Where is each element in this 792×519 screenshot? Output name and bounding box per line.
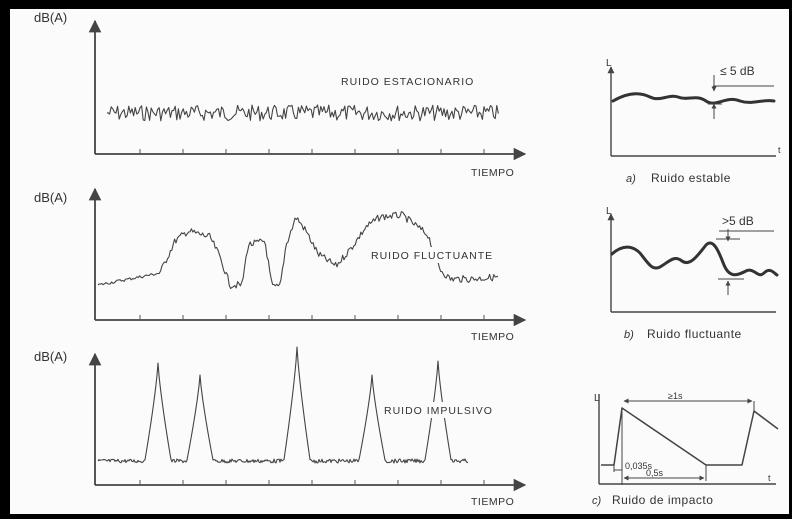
fluctuating-x-axis-label: TIEMPO [471,331,514,343]
fluct-noise-curve [610,241,779,277]
impact-duration-label: ≥1s [668,391,683,401]
impulsive-x-axis-label: TIEMPO [471,496,514,508]
impact-x-axis-label: t [768,473,771,483]
impact-noise-diagram: L t ≥1s 0,035s 0,5s c) Ruido de impacto [592,391,779,507]
noise-types-figure: dB(A) TIEMPO RUIDO ESTACIONARIO dB(A) TI… [34,10,781,508]
fluctuating-noise-signal [97,211,499,290]
steady-noise-curve [611,92,776,105]
fluctuating-label-backdrop [370,247,500,263]
fluct-caption-letter: b) [624,329,634,341]
impact-caption-text: Ruido de impacto [612,493,713,507]
impulsive-label-backdrop [383,402,501,418]
impact-decay-time-label: 0,5s [646,468,664,478]
stationary-x-axis-label: TIEMPO [471,167,514,179]
fluctuating-y-axis-label: dB(A) [34,190,67,205]
fluctuating-noise-label: RUIDO FLUCTUANTE [371,250,493,262]
steady-caption-text: Ruido estable [651,171,731,185]
impulsive-x-ticks [139,480,485,485]
steady-noise-diagram: L t ≤ 5 dB a) Ruido estable [606,58,781,185]
steady-x-axis-label: t [778,145,781,155]
stationary-noise-label: RUIDO ESTACIONARIO [341,76,474,88]
fluct-threshold-label: >5 dB [722,214,754,228]
impact-noise-curve [601,407,779,466]
stationary-noise-panel: dB(A) TIEMPO RUIDO ESTACIONARIO [34,10,527,179]
steady-threshold-label: ≤ 5 dB [720,64,755,78]
steady-caption-letter: a) [626,173,636,185]
impact-y-axis-label: L [594,393,600,404]
figure-frame: dB(A) TIEMPO RUIDO ESTACIONARIO dB(A) TI… [10,9,789,514]
impulsive-noise-panel: dB(A) TIEMPO RUIDO IMPULSIVO [34,346,527,508]
impulsive-y-axis-label: dB(A) [34,349,67,364]
impact-caption-letter: c) [592,495,602,507]
fluctuating-noise-panel: dB(A) TIEMPO RUIDO FLUCTUANTE [34,187,527,343]
steady-y-axis-label: L [606,58,612,69]
impact-rise-time-label: 0,035s [625,461,653,471]
impulsive-noise-label: RUIDO IMPULSIVO [384,405,493,417]
impulsive-noise-signal [97,346,469,464]
fluct-y-axis-label: L [606,206,612,217]
fluctuating-x-ticks [139,315,485,320]
stationary-y-axis-label: dB(A) [34,10,67,25]
fluctuating-noise-diagram: L >5 dB b) Ruido fluctuante [606,206,779,341]
fluct-caption-text: Ruido fluctuante [647,327,742,341]
stationary-x-ticks [139,149,485,154]
stationary-noise-signal [106,104,499,122]
